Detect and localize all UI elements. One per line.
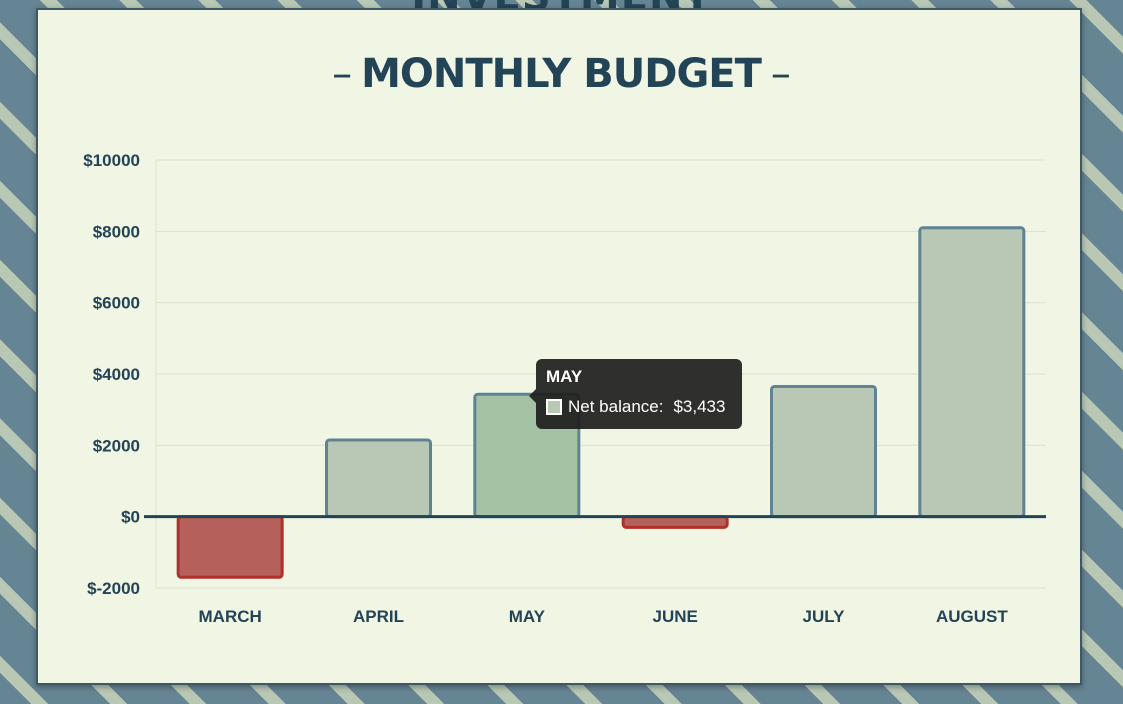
chart-tooltip: MAY Net balance: $3,433 (529, 359, 742, 429)
x-tick-label: AUGUST (936, 607, 1008, 626)
bar-march[interactable] (176, 515, 284, 579)
tooltip-body: Net balance: $3,433 (546, 397, 732, 417)
chart-card: – MONTHLY BUDGET – $-2000 $0 $2000 $4000 $6000… (36, 8, 1082, 685)
bar-april[interactable] (325, 438, 432, 519)
title-dash-left: – (332, 51, 352, 97)
chart-title-text: MONTHLY BUDGET (361, 51, 762, 97)
y-tick-label: $-2000 (87, 579, 140, 598)
x-tick-label: JULY (803, 607, 846, 626)
tooltip-title: MAY (546, 367, 583, 386)
y-tick-label: $0 (121, 508, 140, 527)
bar-july[interactable] (770, 384, 877, 519)
tooltip-value: $3,433 (673, 397, 726, 416)
tooltip-color-swatch (546, 399, 562, 415)
y-tick-label: $4000 (93, 365, 140, 384)
y-tick-label: $10000 (83, 151, 140, 170)
chart-title: – MONTHLY BUDGET – (38, 46, 1084, 102)
x-tick-label: JUNE (652, 607, 697, 626)
y-axis-ticks: $-2000 $0 $2000 $4000 $6000 $8000 $10000 (83, 151, 140, 598)
tooltip-series-label: Net balance: (568, 397, 664, 416)
x-tick-label: APRIL (353, 607, 404, 626)
bar-august[interactable] (918, 226, 1026, 519)
title-dash-right: – (770, 51, 791, 97)
bar-june[interactable] (621, 515, 729, 529)
x-tick-label: MAY (509, 607, 546, 626)
x-axis-ticks: MARCH APRIL MAY JUNE JULY AUGUST (199, 607, 1009, 626)
bar-chart: $-2000 $0 $2000 $4000 $6000 $8000 $10000 MARCH… (83, 151, 1046, 626)
y-tick-label: $2000 (93, 436, 140, 455)
y-tick-label: $8000 (93, 222, 140, 241)
x-tick-label: MARCH (199, 607, 262, 626)
y-tick-label: $6000 (93, 294, 140, 313)
